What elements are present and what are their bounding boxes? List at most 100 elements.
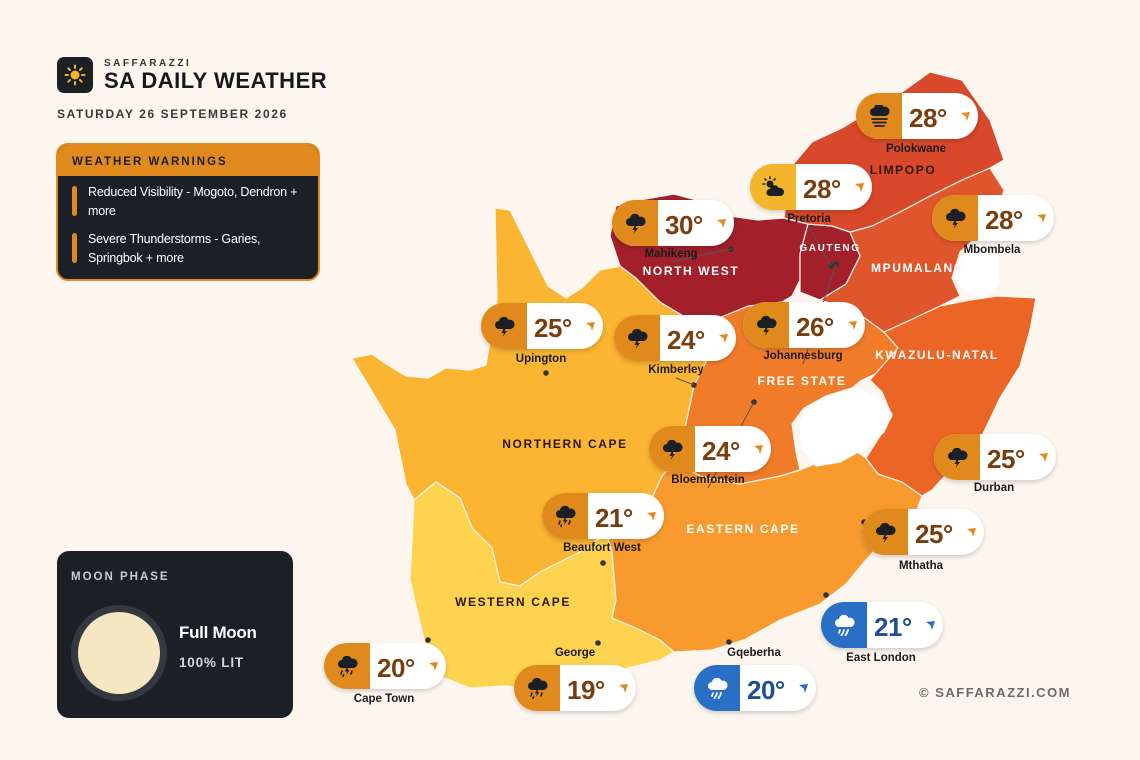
partly-cloudy-icon: [750, 164, 796, 210]
province-label-kwazulu-natal: KWAZULU-NATAL: [875, 348, 999, 362]
thunder-rain-icon: [324, 643, 370, 689]
city-forecast-cape-town[interactable]: 20°: [324, 643, 446, 689]
city-forecast-beaufort-west[interactable]: 21°: [542, 493, 664, 539]
city-name-beaufort-west: Beaufort West: [563, 542, 641, 554]
wind-arrow-icon: [848, 321, 857, 330]
wind-arrow-icon: [717, 219, 726, 228]
temperature: 25°: [915, 519, 953, 549]
rain-icon: [694, 665, 740, 711]
thunderstorm-icon: [934, 434, 980, 480]
city-marker: [600, 560, 606, 566]
thunderstorm-icon: [862, 509, 908, 555]
temperature: 21°: [595, 503, 633, 533]
warning-marker: [72, 186, 77, 216]
moon-illumination: 100% LIT: [179, 655, 244, 670]
city-marker: [595, 640, 601, 646]
rain-icon: [821, 602, 867, 648]
city-name-mbombela: Mbombela: [963, 244, 1021, 256]
thunderstorm-icon: [612, 200, 658, 246]
city-forecast-east-london[interactable]: 21°: [821, 602, 943, 648]
temperature: 25°: [987, 444, 1025, 474]
page-title: SA DAILY WEATHER: [104, 68, 328, 93]
wind-arrow-icon: [1037, 214, 1046, 223]
city-name-polokwane: Polokwane: [885, 143, 947, 155]
wind-arrow-icon: [799, 684, 808, 693]
wind-arrow-icon: [967, 528, 976, 537]
warnings-heading: WEATHER WARNINGS: [58, 145, 318, 176]
city-marker: [823, 592, 829, 598]
wind-arrow-icon: [429, 662, 438, 671]
province-label-north-west: NORTH WEST: [642, 264, 740, 278]
city-name-gqeberha: Gqeberha: [727, 647, 781, 659]
city-name-bloemfontein: Bloemfontein: [671, 474, 745, 486]
temperature: 30°: [665, 210, 703, 240]
city-marker: [543, 370, 549, 376]
temperature: 26°: [796, 312, 834, 342]
wind-arrow-icon: [647, 512, 656, 521]
wind-arrow-icon: [1039, 453, 1048, 462]
province-label-western-cape: WESTERN CAPE: [455, 595, 571, 609]
copyright: © SAFFARAZZI.COM: [919, 685, 1072, 700]
moon-phase-name: Full Moon: [179, 623, 257, 642]
temperature: 20°: [747, 675, 785, 705]
temperature: 21°: [874, 612, 912, 642]
city-name-upington: Upington: [515, 353, 567, 365]
city-forecast-bloemfontein[interactable]: 24°: [649, 426, 771, 472]
city-forecast-johannesburg[interactable]: 26°: [743, 302, 865, 348]
wind-arrow-icon: [754, 445, 763, 454]
lesotho: [799, 387, 893, 467]
city-forecast-mbombela[interactable]: 28°: [932, 195, 1054, 241]
thunderstorm-icon: [932, 195, 978, 241]
province-label-limpopo: LIMPOPO: [869, 163, 937, 177]
wind-arrow-icon: [961, 112, 970, 121]
temperature: 28°: [909, 103, 947, 133]
city-name-cape-town: Cape Town: [353, 693, 415, 705]
warning-text: Severe Thunderstorms - Garies, Springbok…: [88, 232, 261, 265]
province-label-free-state: FREE STATE: [757, 374, 847, 388]
city-forecast-kimberley[interactable]: 24°: [614, 315, 736, 361]
wind-arrow-icon: [586, 322, 595, 331]
brand-name: SAFFARAZZI: [104, 58, 192, 69]
wind-arrow-icon: [719, 334, 728, 343]
thunder-rain-icon: [542, 493, 588, 539]
thunder-rain-icon: [514, 665, 560, 711]
city-name-johannesburg: Johannesburg: [763, 350, 843, 362]
forecast-date: SATURDAY 26 SEPTEMBER 2026: [57, 107, 288, 121]
city-forecast-mahikeng[interactable]: 30°: [612, 200, 734, 246]
leader-line: [808, 226, 832, 267]
thunderstorm-icon: [743, 302, 789, 348]
city-forecast-upington[interactable]: 25°: [481, 303, 603, 349]
moon-icon: [71, 605, 167, 701]
temperature: 28°: [803, 174, 841, 204]
city-name-george: George: [554, 647, 596, 659]
city-forecast-polokwane[interactable]: 28°: [856, 93, 978, 139]
city-forecast-pretoria[interactable]: 28°: [750, 164, 872, 210]
thunderstorm-icon: [649, 426, 695, 472]
weather-warnings-panel: WEATHER WARNINGS Reduced Visibility - Mo…: [56, 143, 320, 281]
city-name-mahikeng: Mahikeng: [644, 248, 698, 260]
province-label-eastern-cape: EASTERN CAPE: [686, 522, 800, 536]
temperature: 19°: [567, 675, 605, 705]
wind-arrow-icon: [855, 183, 864, 192]
city-name-east-london: East London: [846, 652, 916, 664]
wind-arrow-icon: [926, 621, 935, 630]
moon-heading: MOON PHASE: [71, 571, 170, 583]
fog-icon: [856, 93, 902, 139]
wind-arrow-icon: [619, 684, 628, 693]
city-name-mthatha: Mthatha: [898, 560, 944, 572]
city-forecast-durban[interactable]: 25°: [934, 434, 1056, 480]
thunderstorm-icon: [481, 303, 527, 349]
province-label-mpumalanga: MPUMALANGA: [871, 261, 975, 275]
city-forecast-gqeberha[interactable]: 20°: [694, 665, 816, 711]
city-forecast-george[interactable]: 19°: [514, 665, 636, 711]
warning-marker: [72, 233, 77, 263]
city-forecast-mthatha[interactable]: 25°: [862, 509, 984, 555]
temperature: 28°: [985, 205, 1023, 235]
province-label-gauteng: GAUTENG: [799, 243, 861, 254]
city-name-pretoria: Pretoria: [787, 213, 831, 225]
city-name-durban: Durban: [973, 482, 1015, 494]
eswatini: [955, 245, 999, 299]
city-name-kimberley: Kimberley: [648, 364, 704, 376]
temperature: 24°: [702, 436, 740, 466]
temperature: 25°: [534, 313, 572, 343]
